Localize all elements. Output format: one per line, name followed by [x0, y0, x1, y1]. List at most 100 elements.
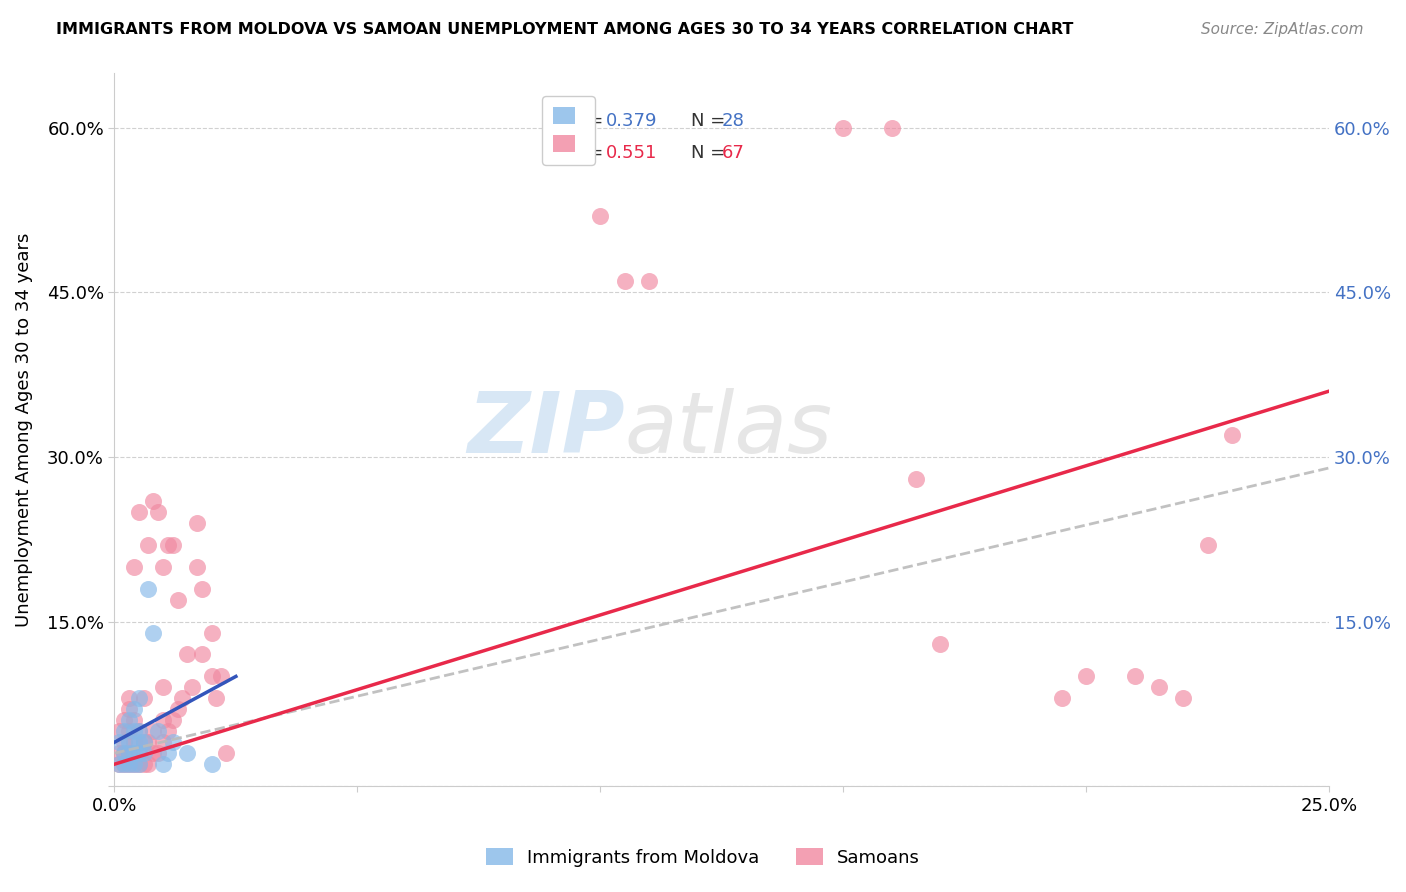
Point	[176, 746, 198, 760]
Point	[146, 505, 169, 519]
Point	[156, 746, 179, 760]
Legend: Immigrants from Moldova, Samoans: Immigrants from Moldova, Samoans	[478, 841, 928, 874]
Text: R =: R =	[569, 145, 609, 162]
Point	[146, 746, 169, 760]
Point	[142, 724, 165, 739]
Point	[162, 538, 184, 552]
Legend: , : ,	[543, 96, 595, 165]
Point	[132, 691, 155, 706]
Point	[191, 582, 214, 596]
Point	[118, 757, 141, 772]
Point	[138, 735, 160, 749]
Point	[138, 757, 160, 772]
Text: N =: N =	[692, 112, 731, 130]
Point	[880, 120, 903, 135]
Point	[112, 746, 135, 760]
Point	[1123, 669, 1146, 683]
Point	[146, 724, 169, 739]
Point	[929, 636, 952, 650]
Text: ZIP: ZIP	[467, 388, 624, 471]
Point	[637, 275, 659, 289]
Point	[138, 582, 160, 596]
Point	[128, 691, 150, 706]
Text: 28: 28	[721, 112, 745, 130]
Point	[118, 757, 141, 772]
Point	[122, 757, 145, 772]
Point	[132, 735, 155, 749]
Point	[1173, 691, 1195, 706]
Point	[128, 505, 150, 519]
Point	[112, 757, 135, 772]
Point	[122, 702, 145, 716]
Point	[186, 559, 208, 574]
Point	[128, 735, 150, 749]
Point	[132, 735, 155, 749]
Point	[112, 714, 135, 728]
Text: IMMIGRANTS FROM MOLDOVA VS SAMOAN UNEMPLOYMENT AMONG AGES 30 TO 34 YEARS CORRELA: IMMIGRANTS FROM MOLDOVA VS SAMOAN UNEMPL…	[56, 22, 1074, 37]
Point	[108, 757, 131, 772]
Point	[1220, 428, 1243, 442]
Point	[905, 472, 928, 486]
Point	[156, 724, 179, 739]
Point	[1197, 538, 1219, 552]
Point	[156, 538, 179, 552]
Point	[112, 724, 135, 739]
Text: Source: ZipAtlas.com: Source: ZipAtlas.com	[1201, 22, 1364, 37]
Point	[128, 757, 150, 772]
Point	[209, 669, 232, 683]
Point	[118, 714, 141, 728]
Point	[118, 735, 141, 749]
Point	[138, 538, 160, 552]
Point	[122, 757, 145, 772]
Point	[108, 757, 131, 772]
Point	[132, 757, 155, 772]
Point	[118, 746, 141, 760]
Point	[200, 625, 222, 640]
Point	[613, 275, 636, 289]
Point	[172, 691, 194, 706]
Point	[132, 746, 155, 760]
Point	[181, 681, 204, 695]
Point	[122, 559, 145, 574]
Point	[108, 735, 131, 749]
Point	[128, 724, 150, 739]
Point	[152, 559, 174, 574]
Point	[128, 746, 150, 760]
Text: 0.551: 0.551	[606, 145, 658, 162]
Point	[152, 735, 174, 749]
Point	[122, 735, 145, 749]
Point	[112, 735, 135, 749]
Point	[215, 746, 238, 760]
Point	[128, 757, 150, 772]
Point	[122, 724, 145, 739]
Y-axis label: Unemployment Among Ages 30 to 34 years: Unemployment Among Ages 30 to 34 years	[15, 233, 32, 627]
Point	[166, 702, 188, 716]
Point	[1074, 669, 1097, 683]
Point	[162, 735, 184, 749]
Text: 0.379: 0.379	[606, 112, 658, 130]
Point	[186, 516, 208, 530]
Point	[205, 691, 228, 706]
Point	[112, 757, 135, 772]
Point	[176, 648, 198, 662]
Point	[118, 724, 141, 739]
Point	[191, 648, 214, 662]
Text: 67: 67	[721, 145, 745, 162]
Point	[152, 757, 174, 772]
Point	[200, 669, 222, 683]
Point	[118, 702, 141, 716]
Point	[162, 714, 184, 728]
Point	[118, 746, 141, 760]
Point	[122, 746, 145, 760]
Point	[142, 625, 165, 640]
Point	[152, 681, 174, 695]
Point	[128, 724, 150, 739]
Text: N =: N =	[692, 145, 731, 162]
Point	[108, 724, 131, 739]
Point	[589, 209, 612, 223]
Text: R =: R =	[569, 112, 609, 130]
Point	[122, 714, 145, 728]
Point	[142, 746, 165, 760]
Point	[112, 746, 135, 760]
Text: atlas: atlas	[624, 388, 832, 471]
